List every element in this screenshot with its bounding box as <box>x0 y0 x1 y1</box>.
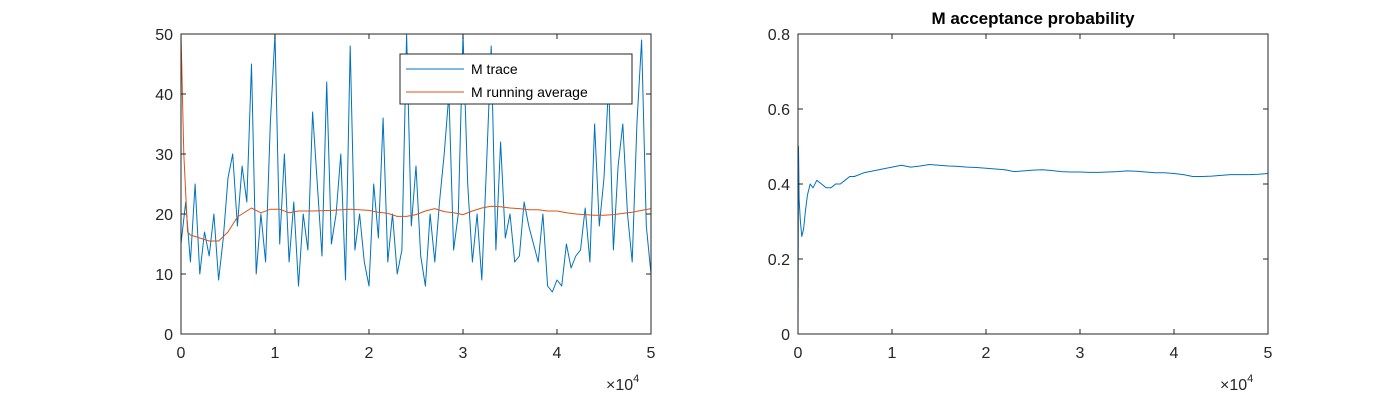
acceptance-y-tick-label: 0.8 <box>768 27 790 44</box>
acceptance-plot-area <box>798 34 1268 334</box>
trace-x-exponent-power: 4 <box>633 373 639 385</box>
trace-series-line-m-running-average <box>181 34 651 242</box>
acceptance-y-tick-label: 0.4 <box>768 177 790 194</box>
acceptance-x-tick-label: 3 <box>1076 345 1085 362</box>
trace-x-tick-label: 1 <box>271 345 280 362</box>
legend-box <box>399 53 633 105</box>
acceptance-x-exponent-power: 4 <box>1247 373 1253 385</box>
acceptance-x-tick-label: 5 <box>1264 345 1273 362</box>
acceptance-series-group <box>798 146 1268 334</box>
acceptance-chart-title: M acceptance probability <box>931 9 1135 28</box>
trace-x-tick-label: 3 <box>459 345 468 362</box>
acceptance-y-tick-label: 0 <box>781 327 790 344</box>
acceptance-x-tick-label: 1 <box>888 345 897 362</box>
trace-x-tick-label: 2 <box>365 345 374 362</box>
trace-legend: M trace M running average <box>399 53 633 105</box>
trace-y-tick-label: 0 <box>164 327 173 344</box>
acceptance-series-line-0 <box>798 146 1268 334</box>
trace-y-tick-label: 10 <box>155 267 173 284</box>
trace-x-tick-label: 4 <box>553 345 562 362</box>
acceptance-x-tick-label: 2 <box>982 345 991 362</box>
legend-average-label: M running average <box>471 84 588 100</box>
acceptance-y-tick-label: 0.2 <box>768 252 790 269</box>
trace-series-line-m-trace <box>181 34 651 293</box>
trace-x-exponent: ×104 <box>606 373 639 394</box>
legend-trace-label: M trace <box>471 61 518 77</box>
trace-y-tick-label: 20 <box>155 207 173 224</box>
trace-y-tick-label: 30 <box>155 147 173 164</box>
acceptance-x-tick-label: 0 <box>794 345 803 362</box>
trace-axes-box <box>180 33 652 335</box>
acceptance-x-exponent-base: ×10 <box>1220 377 1247 394</box>
acceptance-y-tick-label: 0.6 <box>768 102 790 119</box>
trace-y-tick-label: 40 <box>155 87 173 104</box>
trace-y-tick-label: 50 <box>155 27 173 44</box>
trace-x-tick-label: 0 <box>177 345 186 362</box>
acceptance-chart: M acceptance probability 0 1 2 3 4 500.20.40.… <box>768 9 1273 394</box>
trace-x-exponent-base: ×10 <box>606 377 633 394</box>
acceptance-axes-box <box>797 33 1269 335</box>
acceptance-x-exponent: ×104 <box>1220 373 1253 394</box>
trace-x-tick-label: 5 <box>647 345 656 362</box>
acceptance-x-tick-label: 4 <box>1170 345 1179 362</box>
trace-series-group <box>181 34 651 293</box>
